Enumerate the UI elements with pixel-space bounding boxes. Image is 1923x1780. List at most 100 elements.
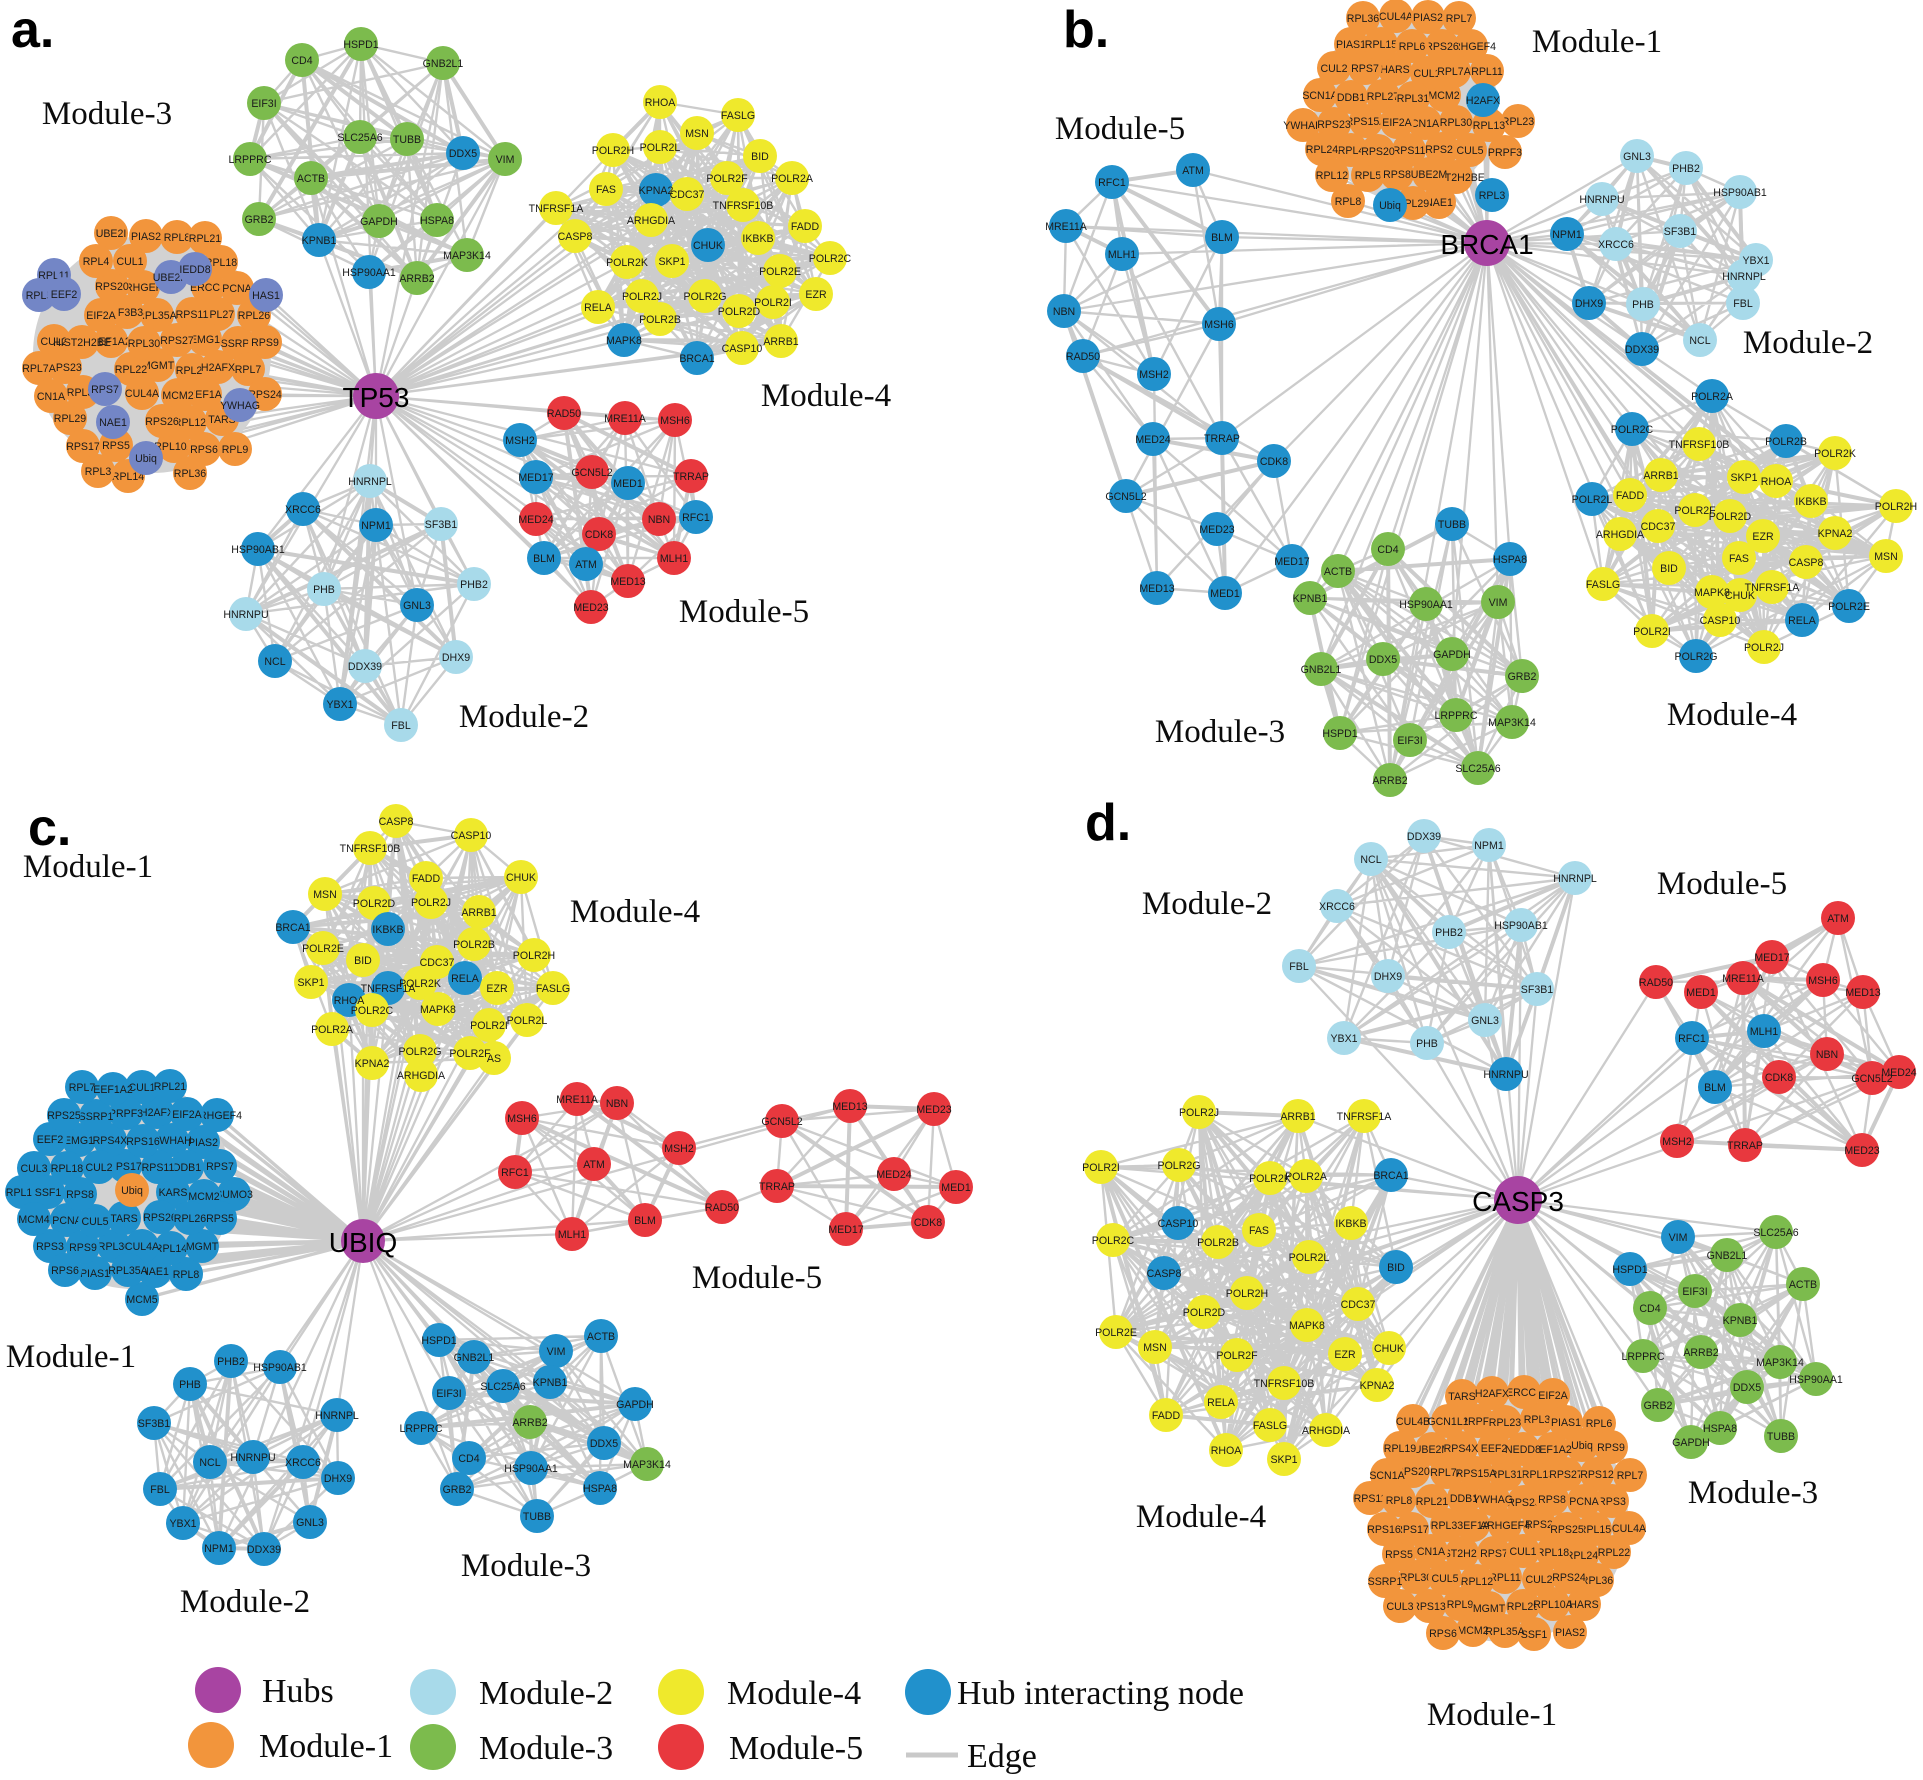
svg-text:MSN: MSN — [1874, 551, 1898, 563]
svg-text:Module-2: Module-2 — [180, 1584, 310, 1620]
svg-text:MRE11A: MRE11A — [1722, 973, 1765, 985]
svg-text:MAP3K14: MAP3K14 — [623, 1459, 671, 1471]
svg-text:RPS17: RPS17 — [108, 1161, 142, 1173]
svg-text:KPNA2: KPNA2 — [1360, 1380, 1395, 1392]
svg-text:CN1A: CN1A — [1417, 1546, 1446, 1558]
svg-text:RPS26: RPS26 — [1425, 41, 1459, 53]
svg-text:SSF1: SSF1 — [35, 1187, 62, 1199]
svg-text:MED23: MED23 — [1844, 1145, 1879, 1157]
svg-text:GNL3: GNL3 — [1623, 151, 1651, 163]
svg-text:ARRB1: ARRB1 — [763, 336, 798, 348]
svg-text:RPL8: RPL8 — [173, 1269, 200, 1281]
svg-text:MSH6: MSH6 — [507, 1113, 537, 1125]
svg-text:Module-3: Module-3 — [479, 1730, 613, 1767]
svg-text:POLR2E: POLR2E — [1828, 601, 1870, 613]
svg-text:POLR2H: POLR2H — [1226, 1288, 1268, 1300]
svg-text:RPL13: RPL13 — [1522, 1469, 1554, 1481]
svg-text:MRE11A: MRE11A — [1045, 221, 1088, 233]
svg-text:ARRB2: ARRB2 — [1683, 1347, 1718, 1359]
svg-text:HSPD1: HSPD1 — [1612, 1264, 1647, 1276]
svg-text:MLH1: MLH1 — [1750, 1026, 1778, 1038]
svg-text:PHB2: PHB2 — [1672, 163, 1700, 175]
svg-text:POLR2C: POLR2C — [1092, 1235, 1135, 1247]
svg-text:KPNA2: KPNA2 — [639, 185, 674, 197]
svg-text:Module-3: Module-3 — [1688, 1475, 1818, 1511]
svg-text:NPM1: NPM1 — [204, 1543, 234, 1555]
svg-text:YBX1: YBX1 — [169, 1518, 196, 1530]
svg-text:ARRB2: ARRB2 — [1372, 775, 1407, 787]
svg-text:PCNA: PCNA — [1569, 1496, 1599, 1508]
svg-text:CASP8: CASP8 — [558, 231, 593, 243]
svg-text:NEDD8: NEDD8 — [1505, 1444, 1541, 1456]
svg-text:RPS11: RPS11 — [1354, 1493, 1387, 1505]
svg-text:MSN: MSN — [685, 128, 709, 140]
svg-text:RPL21: RPL21 — [154, 1081, 186, 1093]
svg-text:Module-5: Module-5 — [729, 1730, 863, 1767]
svg-text:POLR2I: POLR2I — [470, 1020, 508, 1032]
svg-text:DHX9: DHX9 — [442, 652, 470, 664]
svg-text:RPS20: RPS20 — [1396, 1466, 1430, 1478]
svg-text:POLR2C: POLR2C — [351, 1005, 394, 1017]
svg-text:MAPK8: MAPK8 — [606, 335, 642, 347]
svg-text:FBL: FBL — [150, 1484, 170, 1496]
svg-text:VIM: VIM — [496, 154, 515, 166]
svg-text:PIAS1: PIAS1 — [1551, 1417, 1581, 1429]
svg-text:EIF3I: EIF3I — [1397, 735, 1422, 747]
svg-text:UBE2M: UBE2M — [1411, 169, 1448, 181]
svg-text:GRB2: GRB2 — [245, 214, 274, 226]
svg-text:POLR2I: POLR2I — [1633, 626, 1671, 638]
svg-text:POLR2A: POLR2A — [311, 1024, 354, 1036]
svg-text:TNFRSF1A: TNFRSF1A — [361, 983, 417, 995]
svg-text:DDB1: DDB1 — [1450, 1493, 1478, 1505]
svg-text:CDK8: CDK8 — [1765, 1072, 1793, 1084]
svg-text:HNRNPU: HNRNPU — [230, 1452, 275, 1464]
svg-text:CHUK: CHUK — [506, 872, 536, 884]
svg-text:RPL36: RPL36 — [1581, 1575, 1613, 1587]
svg-text:ARHGDIA: ARHGDIA — [1302, 1425, 1351, 1437]
svg-text:RPL31: RPL31 — [1397, 93, 1429, 105]
svg-text:EEF2: EEF2 — [1481, 1443, 1508, 1455]
svg-text:RPS15A: RPS15A — [1456, 1468, 1498, 1480]
svg-text:CHUK: CHUK — [1725, 590, 1755, 602]
svg-text:RPL12: RPL12 — [6, 1187, 38, 1199]
svg-text:RAD50: RAD50 — [705, 1202, 739, 1214]
svg-text:FASLG: FASLG — [1586, 579, 1620, 591]
svg-text:HSP90AA1: HSP90AA1 — [1789, 1374, 1843, 1386]
svg-text:NPM1: NPM1 — [1552, 229, 1582, 241]
svg-text:GNL3: GNL3 — [403, 600, 431, 612]
svg-text:RPL30: RPL30 — [1440, 117, 1472, 129]
svg-text:MSH2: MSH2 — [505, 435, 535, 447]
svg-text:RPS7: RPS7 — [91, 384, 119, 396]
svg-text:RPS2: RPS2 — [1525, 1519, 1553, 1531]
svg-text:RPL8: RPL8 — [1386, 1495, 1413, 1507]
svg-text:RPL23: RPL23 — [176, 365, 208, 377]
svg-text:c.: c. — [28, 799, 71, 857]
svg-text:Module-4: Module-4 — [570, 894, 700, 930]
svg-text:RPL22: RPL22 — [115, 364, 147, 376]
svg-text:CDC37: CDC37 — [420, 957, 455, 969]
svg-text:H2AFX: H2AFX — [1466, 95, 1500, 107]
svg-text:RPL7: RPL7 — [69, 1082, 96, 1094]
svg-text:SSF1: SSF1 — [1521, 1629, 1548, 1641]
svg-text:RPL30: RPL30 — [128, 338, 160, 350]
svg-text:RPS7: RPS7 — [1351, 63, 1379, 75]
svg-text:RPS25: RPS25 — [1550, 1524, 1584, 1536]
svg-text:CN1A: CN1A — [37, 391, 66, 403]
svg-text:TNFRSF10B: TNFRSF10B — [340, 843, 401, 855]
svg-text:AS: AS — [487, 1053, 501, 1065]
svg-text:MGMT: MGMT — [186, 1241, 219, 1253]
svg-text:GAPDH: GAPDH — [1433, 649, 1471, 661]
svg-text:RPL36: RPL36 — [174, 468, 206, 480]
svg-text:CUL4B: CUL4B — [1396, 1416, 1430, 1428]
svg-text:ARHGDIA: ARHGDIA — [397, 1070, 446, 1082]
svg-text:RPL9: RPL9 — [1447, 1599, 1474, 1611]
svg-text:NBN: NBN — [648, 514, 670, 526]
svg-text:HNRNPU: HNRNPU — [1483, 1069, 1528, 1081]
svg-text:SKP1: SKP1 — [297, 977, 324, 989]
svg-text:EEF1A2: EEF1A2 — [93, 1084, 133, 1096]
svg-text:FADD: FADD — [1152, 1410, 1181, 1422]
svg-text:VIM: VIM — [1489, 597, 1508, 609]
svg-text:MED13: MED13 — [610, 576, 645, 588]
svg-text:EZR: EZR — [1334, 1349, 1356, 1361]
svg-text:SUMO3: SUMO3 — [215, 1189, 253, 1201]
